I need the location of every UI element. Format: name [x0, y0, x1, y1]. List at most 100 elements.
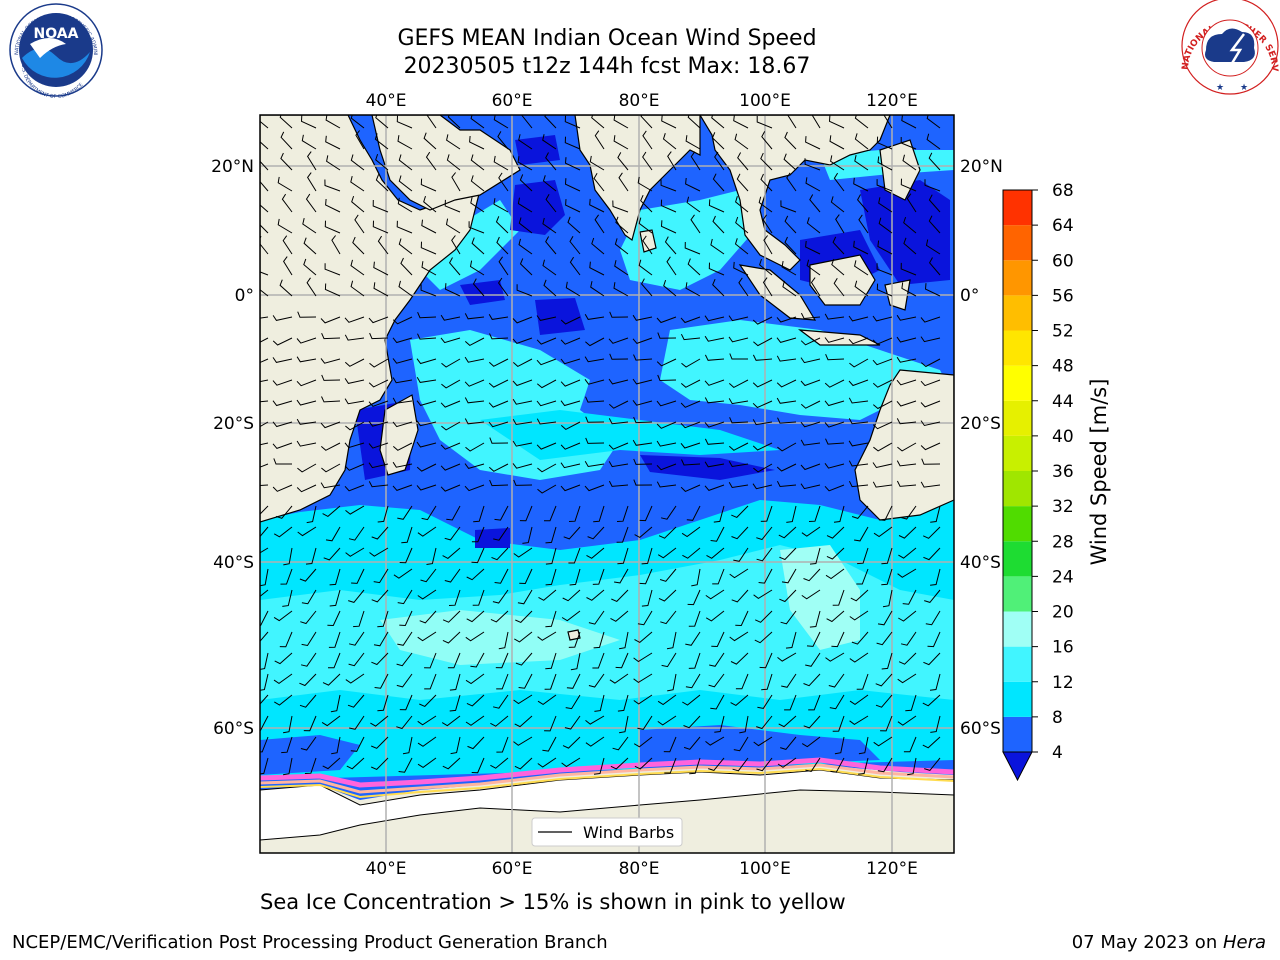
wind-barb [612, 200, 629, 213]
wind-barb [513, 736, 533, 746]
wind-barb [589, 155, 605, 171]
wind-barb [370, 715, 389, 727]
wind-barb [900, 137, 917, 150]
wind-barb [617, 152, 629, 171]
wind-barb [496, 236, 509, 255]
wind-barb [328, 631, 341, 648]
wind-barb [760, 173, 773, 192]
wind-barb [470, 197, 485, 213]
wind-barb [344, 358, 365, 367]
wind-barb [656, 421, 677, 429]
wind-barb [873, 736, 893, 747]
wind-barb [423, 132, 437, 150]
wind-barb [779, 547, 797, 561]
wind-barb [752, 354, 773, 361]
wind-barb [544, 715, 557, 732]
colorbar-segment [1003, 330, 1032, 366]
wind-barb [777, 652, 797, 662]
wind-barb [536, 379, 557, 389]
wind-barb [488, 313, 509, 320]
wind-barb [348, 526, 365, 541]
wind-barb [345, 673, 365, 684]
wind-barb [754, 610, 773, 623]
wind-barb [542, 259, 557, 276]
wind-barb [878, 505, 893, 521]
wind-barb [777, 442, 797, 452]
wind-barb [368, 379, 389, 388]
wind-barb [490, 757, 509, 769]
wind-barb [490, 715, 509, 727]
wind-barb [536, 442, 557, 450]
wind-barb [592, 568, 605, 585]
wind-barb [730, 694, 749, 707]
wind-barb [688, 610, 701, 627]
wind-barb [656, 463, 677, 471]
wind-barb [446, 505, 461, 521]
wind-barb [516, 284, 533, 297]
wind-barb [464, 418, 485, 425]
wind-barb [876, 283, 893, 297]
wind-barb [371, 652, 389, 666]
wind-barb [857, 547, 869, 565]
wind-barb [752, 419, 773, 426]
colorbar-tick-label: 32 [1052, 497, 1074, 517]
wind-barb [825, 652, 845, 662]
wind-barb [711, 631, 725, 648]
wind-barb [786, 505, 797, 523]
wind-barb [877, 156, 893, 171]
wind-barb [902, 589, 917, 605]
wind-barb [589, 261, 605, 276]
wind-barb [344, 334, 365, 341]
wind-barb [420, 568, 437, 583]
wind-barb [761, 673, 773, 691]
lon-label-top: 60°E [492, 91, 533, 111]
lat-label-left: 0° [235, 286, 254, 306]
wind-barb [824, 313, 845, 320]
wind-barb [882, 589, 893, 608]
wind-barb [306, 151, 317, 171]
wind-barb [760, 505, 773, 522]
wind-barb [784, 236, 797, 255]
wind-barb [811, 115, 821, 129]
wind-barb [396, 715, 413, 730]
wind-barb [464, 337, 485, 347]
wind-barb [272, 421, 293, 428]
wind-barb [733, 261, 749, 276]
wind-barb [442, 757, 461, 770]
wind-barb [667, 673, 677, 692]
wind-barb [638, 259, 653, 276]
wind-barb [856, 194, 869, 213]
wind-barb [632, 378, 653, 385]
wind-barb [875, 673, 893, 687]
wind-barb [851, 505, 869, 519]
wind-barb [826, 547, 845, 560]
wind-barb [714, 715, 725, 733]
wind-barb [544, 673, 557, 690]
wind-barb [283, 715, 293, 734]
wind-barb [324, 179, 341, 192]
wind-barb [416, 441, 437, 448]
wind-barb [928, 152, 941, 171]
wind-barb [305, 193, 317, 213]
wind-barb [834, 736, 845, 755]
wind-barb [905, 694, 917, 712]
wind-barb [518, 217, 533, 234]
wind-barb [687, 258, 701, 276]
wind-barb [513, 547, 533, 558]
wind-barb [424, 652, 437, 669]
wind-barb [373, 261, 389, 276]
wind-barb [810, 277, 821, 297]
wind-barb [640, 195, 653, 213]
wind-barb [735, 196, 749, 213]
wind-barb [713, 505, 725, 523]
wind-barb [858, 736, 869, 755]
wind-barb [496, 736, 509, 753]
wind-barb [641, 589, 653, 607]
wind-barb [282, 589, 293, 607]
wind-barb [930, 715, 941, 733]
wind-barb [260, 484, 269, 486]
wind-barb [296, 337, 317, 344]
wind-barb [465, 631, 485, 642]
colorbar-tick-label: 60 [1052, 251, 1074, 271]
colorbar-tick-label: 44 [1052, 392, 1074, 412]
